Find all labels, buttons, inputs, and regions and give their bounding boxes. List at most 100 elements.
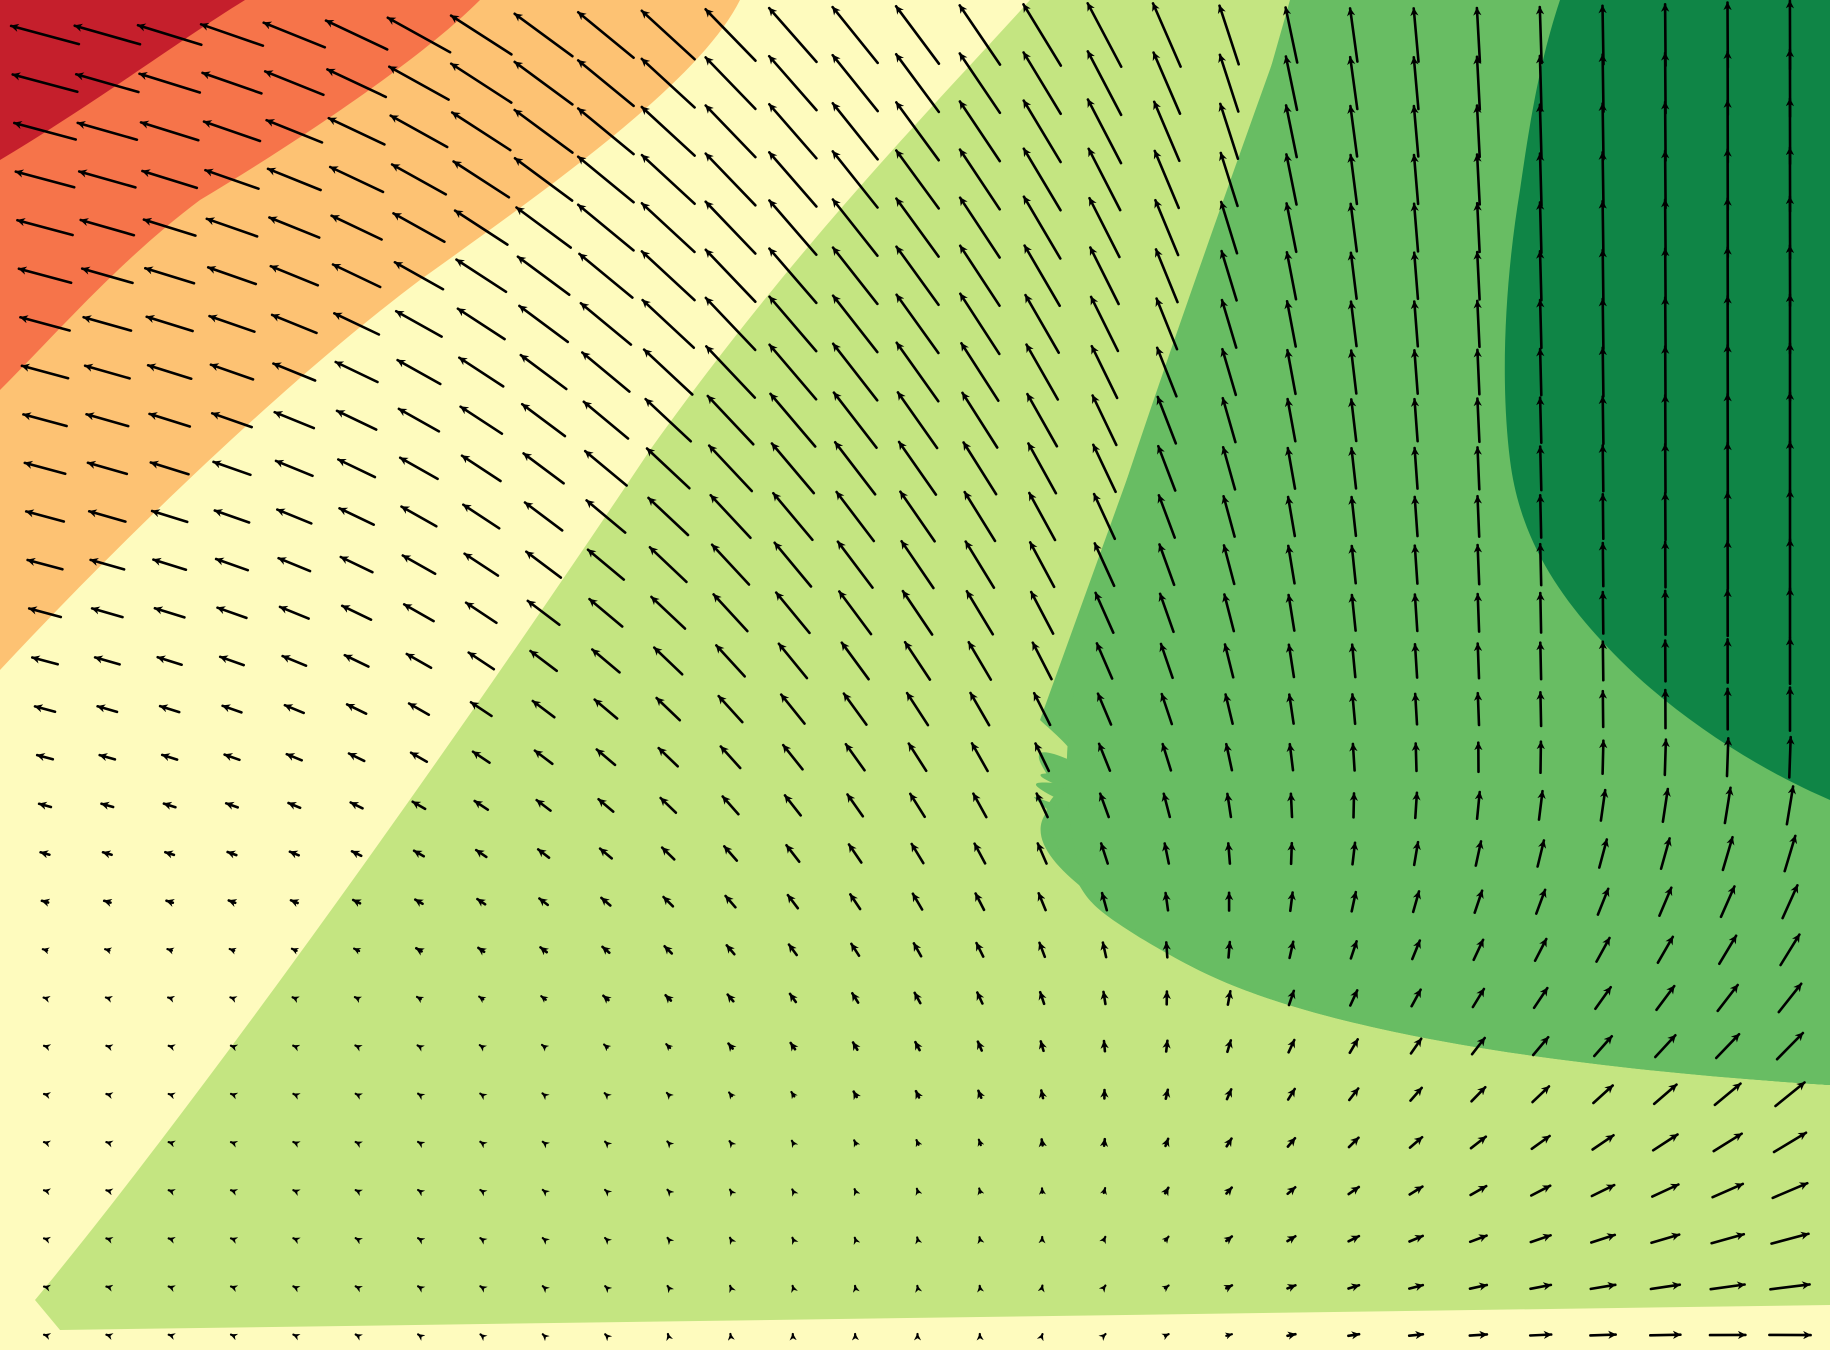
quiver-arrow — [292, 1333, 301, 1341]
quiver-arrow — [1781, 883, 1799, 920]
quiver-arrow — [392, 212, 446, 244]
quiver-arrow — [386, 16, 452, 54]
quiver-arrow — [724, 894, 737, 909]
quiver-arrow — [1022, 51, 1062, 116]
quiver-arrow — [79, 218, 136, 237]
quiver-arrow — [1038, 1138, 1047, 1148]
quiver-arrow — [1473, 642, 1483, 680]
quiver-arrow — [535, 798, 552, 812]
quiver-arrow — [788, 992, 798, 1004]
quiver-arrow — [831, 150, 879, 209]
quiver-arrow — [704, 248, 757, 304]
quiver-arrow — [1659, 837, 1672, 871]
quiver-arrow — [1220, 396, 1237, 444]
quiver-arrow — [914, 1089, 924, 1100]
quiver-arrow — [1099, 1235, 1107, 1245]
quiver-arrow — [136, 23, 203, 47]
quiver-arrow — [844, 742, 866, 772]
quiver-arrow — [1536, 445, 1545, 492]
quiver-arrow — [1473, 397, 1482, 444]
quiver-arrow — [167, 1140, 176, 1148]
quiver-arrow — [1711, 1182, 1745, 1199]
quiver-arrow — [105, 1333, 114, 1340]
quiver-arrow — [278, 605, 310, 620]
quiver-arrow — [40, 898, 51, 907]
quiver-arrow — [42, 1236, 52, 1244]
quiver-arrow — [536, 848, 551, 860]
quiver-arrow — [1411, 544, 1420, 585]
quiver-arrow — [541, 1140, 550, 1149]
quiver-arrow — [9, 23, 81, 46]
quiver-arrow — [895, 293, 940, 355]
quiver-arrow — [229, 1092, 239, 1100]
quiver-arrow — [1154, 248, 1179, 304]
quiver-arrow — [1536, 152, 1545, 207]
quiver-arrow — [272, 362, 317, 382]
quiver-arrow — [209, 363, 255, 381]
quiver-arrow — [659, 796, 678, 815]
quiver-arrow — [1162, 891, 1171, 912]
quiver-arrow — [1536, 839, 1547, 868]
quiver-arrow — [1468, 1234, 1488, 1244]
quiver-arrow — [1157, 444, 1177, 492]
quiver-arrow — [1347, 1283, 1361, 1292]
quiver-arrow — [1285, 544, 1296, 585]
quiver-arrow — [582, 400, 630, 440]
quiver-arrow — [1286, 1186, 1297, 1196]
quiver-arrow — [354, 1188, 363, 1197]
quiver-arrow — [1656, 935, 1675, 965]
quiver-arrow — [1408, 1234, 1424, 1243]
quiver-arrow — [1225, 940, 1234, 959]
quiver-arrow — [1162, 1039, 1171, 1053]
quiver-arrow — [354, 1140, 363, 1148]
quiver-arrow — [281, 654, 308, 668]
quiver-arrow — [791, 1284, 798, 1294]
quiver-arrow — [533, 749, 554, 766]
quiver-arrow — [1470, 1036, 1486, 1056]
quiver-arrow — [789, 1041, 799, 1052]
quiver-arrow — [290, 947, 300, 955]
quiver-arrow — [1771, 1181, 1809, 1200]
quiver-arrow — [149, 460, 190, 476]
quiver-arrow — [1347, 55, 1359, 111]
quiver-arrow — [913, 991, 922, 1005]
quiver-arrow — [96, 704, 119, 714]
quiver-arrow — [831, 294, 879, 354]
quiver-arrow — [1224, 989, 1234, 1006]
quiver-arrow — [1221, 544, 1236, 586]
quiver-arrow — [580, 351, 631, 393]
quiver-arrow — [1473, 592, 1483, 633]
quiver-arrow — [831, 5, 880, 65]
quiver-arrow — [450, 111, 512, 152]
quiver-arrow — [1349, 792, 1359, 819]
quiver-arrow — [1098, 1284, 1107, 1293]
quiver-arrow — [1348, 495, 1358, 538]
quiver-arrow — [77, 169, 137, 189]
quiver-arrow — [1153, 149, 1180, 210]
quiver-arrow — [396, 358, 442, 386]
quiver-arrow — [1473, 348, 1482, 396]
quiver-arrow — [1218, 102, 1240, 160]
quiver-arrow — [1786, 735, 1795, 779]
quiver-arrow — [1160, 1186, 1170, 1197]
quiver-arrow — [842, 692, 868, 726]
quiver-arrow — [1774, 1081, 1806, 1108]
quiver-arrow — [1532, 986, 1549, 1010]
quiver-arrow — [977, 1138, 985, 1147]
quiver-arrow — [210, 411, 253, 429]
quiver-arrow — [915, 1138, 923, 1148]
quiver-arrow — [1100, 1186, 1107, 1196]
quiver-arrow — [1217, 4, 1240, 66]
quiver-arrow — [1536, 347, 1545, 397]
quiver-arrow — [602, 1043, 612, 1052]
quiver-arrow — [265, 118, 324, 144]
quiver-arrow — [1286, 1284, 1297, 1292]
quiver-arrow — [1409, 1037, 1423, 1055]
quiver-arrow — [37, 801, 53, 810]
quiver-arrow — [1224, 842, 1234, 865]
quiver-arrow — [98, 753, 117, 762]
quiver-arrow — [417, 1140, 426, 1149]
quiver-arrow — [516, 255, 571, 297]
quiver-arrow — [1531, 1085, 1551, 1104]
quiver-arrow — [208, 314, 256, 334]
